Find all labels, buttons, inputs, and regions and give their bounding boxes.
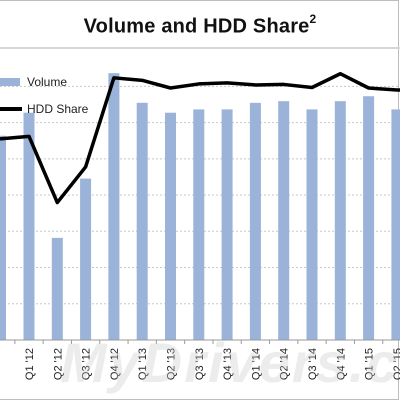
- bar-partial: [0, 135, 6, 340]
- title-superscript: 2: [309, 12, 317, 26]
- x-tick-label: Q4 '12: [109, 348, 121, 380]
- bar-volume: [51, 237, 63, 340]
- x-tick-label: Q3 '12: [81, 348, 93, 380]
- legend-swatch-volume: [0, 78, 20, 86]
- x-tick-label: Q3 '13: [194, 348, 206, 380]
- legend-label-hdd-share: HDD Share: [27, 102, 89, 116]
- bar-volume: [363, 96, 375, 340]
- x-tick-label: Q4 '14: [335, 348, 347, 380]
- legend-swatch-hdd-share: [0, 107, 22, 111]
- bar-volume: [23, 112, 35, 341]
- x-tick-label: Q2 '12: [52, 348, 64, 380]
- x-tick-label: Q2 '15: [392, 348, 400, 380]
- bar-volume: [391, 109, 400, 340]
- bar-volume: [249, 102, 261, 340]
- legend: Volume HDD Share: [0, 75, 120, 119]
- bar-volume: [193, 109, 205, 340]
- line-hdd-share: [0, 71, 400, 205]
- title-divider: [0, 47, 400, 49]
- bar-volume: [80, 178, 92, 340]
- bar-volume: [108, 73, 120, 341]
- bar-volume: [334, 101, 346, 340]
- bar-volume: [278, 101, 290, 340]
- x-tick-label: Q1 '15: [364, 348, 376, 380]
- bar-volume: [165, 112, 176, 341]
- x-tick-label: Q2 '14: [279, 348, 291, 380]
- x-tick-label: Q1 '14: [250, 348, 262, 380]
- x-tick-label: Q1 '13: [137, 348, 149, 380]
- legend-item-hdd-share: HDD Share: [0, 102, 88, 116]
- x-tick-label: Q3 '14: [307, 348, 319, 380]
- bar-volume: [136, 102, 148, 340]
- x-tick-label: Q4 '13: [222, 348, 234, 380]
- bar-volume: [306, 109, 318, 340]
- chart-title: Volume and HDD Share2: [83, 12, 317, 38]
- bar-volume: [221, 109, 233, 340]
- legend-item-volume: Volume: [0, 75, 67, 89]
- legend-label-volume: Volume: [27, 75, 68, 89]
- x-tick-label: Q2 '13: [166, 348, 178, 380]
- x-tick-label: Q1 '12: [24, 348, 36, 380]
